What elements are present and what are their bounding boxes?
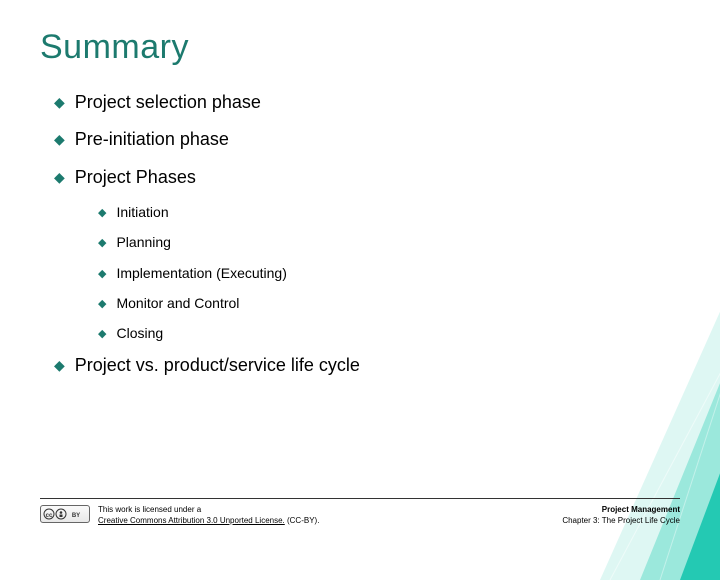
slide: Summary ◆ Project selection phase ◆ Pre-… [0,0,720,540]
diamond-bullet-icon: ◆ [98,206,106,219]
list-item: ◆ Project Phases [54,166,680,189]
sub-list: ◆ Initiation ◆ Planning ◆ Implementation… [40,203,680,342]
license-line1: This work is licensed under a [98,505,201,514]
list-item: ◆ Project vs. product/service life cycle [54,354,680,377]
footer-title: Project Management [562,505,680,515]
list-item: ◆ Planning [98,233,680,251]
list-item-label: Implementation (Executing) [116,264,286,282]
diamond-bullet-icon: ◆ [54,357,65,374]
main-list-continued: ◆ Project vs. product/service life cycle [40,354,680,377]
list-item: ◆ Implementation (Executing) [98,264,680,282]
diamond-bullet-icon: ◆ [54,131,65,148]
diamond-bullet-icon: ◆ [54,94,65,111]
main-list: ◆ Project selection phase ◆ Pre-initiati… [40,91,680,189]
list-item: ◆ Project selection phase [54,91,680,114]
diamond-bullet-icon: ◆ [98,327,106,340]
list-item-label: Closing [116,324,163,342]
list-item-label: Planning [116,233,171,251]
list-item-label: Monitor and Control [116,294,239,312]
list-item: ◆ Monitor and Control [98,294,680,312]
slide-title: Summary [40,28,680,67]
list-item-label: Pre-initiation phase [75,128,229,151]
list-item: ◆ Pre-initiation phase [54,128,680,151]
list-item: ◆ Initiation [98,203,680,221]
footer-left: cc BY This work is licensed under a Crea… [40,505,319,526]
diamond-bullet-icon: ◆ [54,169,65,186]
diamond-bullet-icon: ◆ [98,236,106,249]
slide-footer: cc BY This work is licensed under a Crea… [40,498,680,526]
list-item-label: Initiation [116,203,168,221]
license-text: This work is licensed under a Creative C… [98,505,319,526]
license-suffix: (CC-BY). [285,516,320,525]
svg-text:BY: BY [72,513,80,519]
list-item-label: Project selection phase [75,91,261,114]
cc-badge-icon: cc BY [40,505,90,523]
svg-text:cc: cc [46,513,53,519]
license-link[interactable]: Creative Commons Attribution 3.0 Unporte… [98,516,285,525]
diamond-bullet-icon: ◆ [98,267,106,280]
list-item-label: Project Phases [75,166,196,189]
diamond-bullet-icon: ◆ [98,297,106,310]
list-item-label: Project vs. product/service life cycle [75,354,360,377]
list-item: ◆ Closing [98,324,680,342]
footer-right: Project Management Chapter 3: The Projec… [562,505,680,526]
footer-chapter: Chapter 3: The Project Life Cycle [562,516,680,526]
